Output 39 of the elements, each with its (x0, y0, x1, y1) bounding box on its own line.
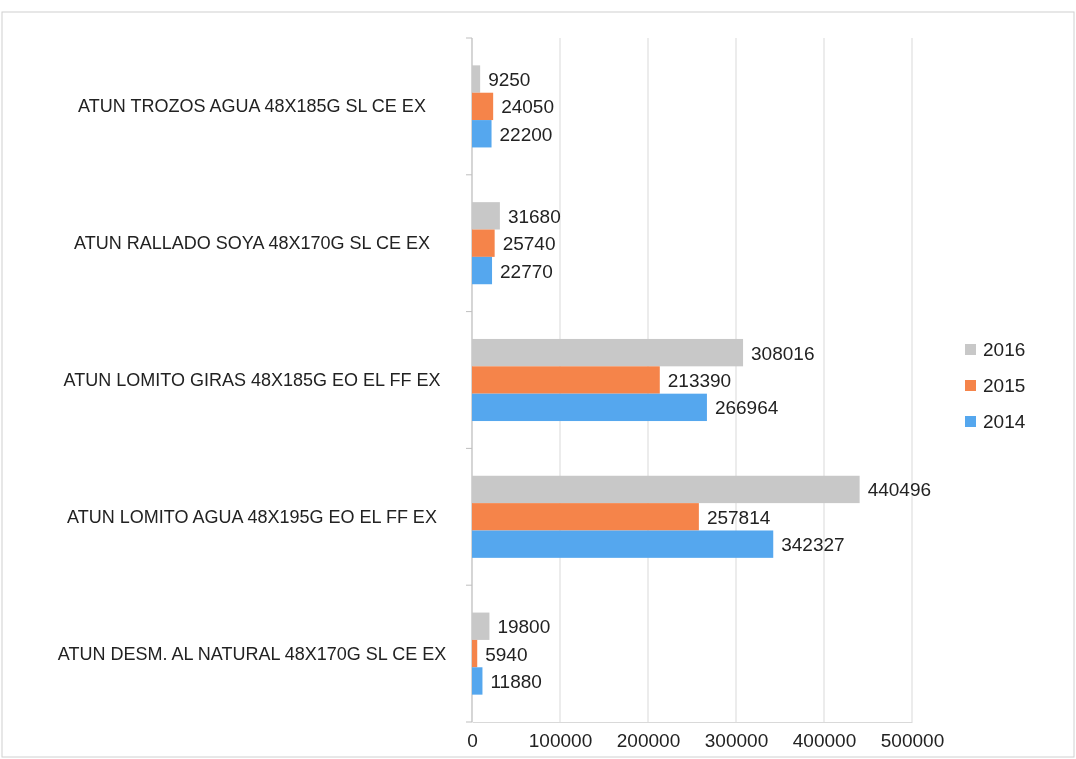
data-label: 308016 (751, 342, 815, 364)
data-label: 257814 (706, 506, 771, 528)
legend-label: 2015 (983, 375, 1026, 396)
bar (472, 92, 494, 121)
x-tick-label: 100000 (528, 730, 593, 752)
data-label: 24050 (501, 96, 555, 118)
bar (472, 393, 707, 422)
data-label: 11880 (490, 670, 542, 692)
bar (472, 120, 492, 148)
bar (472, 229, 495, 257)
x-tick-label: 300000 (704, 730, 769, 752)
data-label: 19800 (497, 616, 551, 638)
bar (472, 366, 660, 394)
bar (472, 530, 774, 558)
y-tick-label: ATUN TROZOS AGUA 48X185G SL CE EX (78, 96, 426, 117)
x-tick-label: 200000 (616, 730, 681, 752)
data-label: 213390 (667, 370, 732, 391)
bar (472, 256, 493, 285)
data-label: 22770 (500, 260, 553, 282)
legend-label: 2016 (983, 339, 1026, 360)
data-label: 31680 (507, 205, 561, 227)
x-tick-label: 500000 (880, 730, 945, 752)
data-label: 9250 (488, 69, 531, 91)
y-tick-label: ATUN RALLADO SOYA 48X170G SL CE EX (74, 233, 430, 254)
data-label: 440496 (867, 479, 932, 501)
bar (472, 503, 699, 531)
data-label: 22200 (499, 123, 553, 145)
data-label: 342327 (781, 534, 845, 556)
data-label: 5940 (485, 643, 528, 665)
y-tick-label: ATUN DESM. AL NATURAL 48X170G SL CE EX (57, 643, 447, 664)
y-tick-label: ATUN LOMITO AGUA 48X195G EO EL FF EX (67, 506, 437, 527)
x-tick-label: 400000 (792, 730, 857, 752)
legend-label: 2014 (983, 411, 1026, 432)
y-tick-label: ATUN LOMITO GIRAS 48X185G EO EL FF EX (63, 370, 441, 390)
x-tick-label: 0 (467, 730, 478, 752)
data-label: 25740 (502, 233, 556, 255)
bar (472, 639, 478, 668)
data-label: 266964 (714, 397, 779, 419)
bar (472, 667, 483, 695)
